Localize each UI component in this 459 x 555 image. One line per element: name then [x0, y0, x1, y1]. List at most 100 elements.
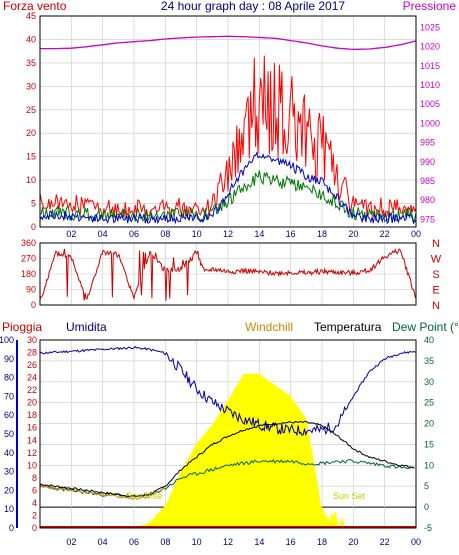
sunset-label: Sun Set — [333, 491, 366, 501]
rain-tick-label: 24 — [27, 373, 37, 383]
rain-tick-label: 0 — [32, 523, 37, 533]
solar-radiation-area — [134, 373, 354, 528]
humidity-tick-label: 50 — [4, 429, 14, 439]
temperature-tick-label: 0 — [424, 502, 429, 512]
compass-label: N — [432, 238, 440, 250]
wind-tick-label: 25 — [26, 105, 36, 115]
temperature-tick-label: 30 — [424, 377, 434, 387]
direction-tick-label: 360 — [21, 238, 36, 248]
time-tick-label: 22 — [380, 537, 390, 547]
wind-tick-label: 30 — [26, 81, 36, 91]
pressure-label: Pressione — [403, 0, 457, 13]
time-tick-label: 10 — [192, 229, 202, 239]
time-tick-label: 20 — [348, 537, 358, 547]
panel-frame — [39, 15, 417, 228]
rain-tick-label: 18 — [27, 410, 37, 420]
time-tick-label: 08 — [160, 229, 170, 239]
wind-label: Forza vento — [3, 0, 67, 13]
windchill-label: Windchill — [245, 320, 293, 334]
compass-label: E — [432, 285, 439, 297]
time-tick-label: 04 — [98, 537, 108, 547]
direction-tick-label: 270 — [21, 254, 36, 264]
time-tick-label: 12 — [223, 229, 233, 239]
humidity-tick-label: 100 — [0, 335, 14, 345]
wind-tick-label: 45 — [26, 11, 36, 21]
humidity-tick-label: 80 — [4, 373, 14, 383]
humidity-tick-label: 0 — [9, 523, 14, 533]
wind-tick-label: 10 — [26, 175, 36, 185]
compass-label: N — [432, 300, 440, 312]
wind-tick-label: 40 — [26, 34, 36, 44]
time-tick-label: 16 — [286, 537, 296, 547]
rain-tick-label: 8 — [32, 473, 37, 483]
direction-tick-label: 90 — [26, 285, 36, 295]
rain-tick-label: 10 — [27, 460, 37, 470]
time-tick-label: 04 — [98, 229, 108, 239]
rain-tick-label: 30 — [27, 335, 37, 345]
humidity-tick-label: 20 — [4, 485, 14, 495]
temperature-tick-label: 5 — [424, 481, 429, 491]
rain-label: Pioggia — [2, 320, 42, 334]
temperature-line — [40, 420, 415, 498]
pressure-tick-label: 1010 — [420, 80, 440, 90]
humidity-tick-label: 10 — [4, 504, 14, 514]
temperature-label: Temperatura — [314, 320, 382, 334]
rain-tick-label: 2 — [32, 510, 37, 520]
humidity-tick-label: 40 — [4, 448, 14, 458]
rain-tick-label: 26 — [27, 360, 37, 370]
pressure-line — [40, 35, 417, 51]
rain-tick-label: 16 — [27, 423, 37, 433]
time-tick-label: 02 — [66, 229, 76, 239]
time-tick-label: 14 — [254, 229, 264, 239]
time-tick-label: 16 — [286, 229, 296, 239]
time-tick-label: 14 — [254, 537, 264, 547]
pressure-tick-label: 1005 — [420, 99, 440, 109]
humidity-tick-label: 30 — [4, 467, 14, 477]
time-tick-label: 10 — [192, 537, 202, 547]
pressure-tick-label: 1000 — [420, 118, 440, 128]
dewpoint-label: Dew Point (°C — [392, 320, 459, 334]
sunrise-label: Sun Rise — [126, 491, 163, 501]
rain-tick-label: 22 — [27, 385, 37, 395]
pressure-tick-label: 1025 — [420, 23, 440, 33]
pressure-tick-label: 995 — [420, 138, 435, 148]
pressure-tick-label: 975 — [420, 214, 435, 224]
humidity-label: Umidita — [66, 320, 107, 334]
temperature-tick-label: 20 — [424, 419, 434, 429]
pressure-tick-label: 1020 — [420, 42, 440, 52]
pressure-tick-label: 990 — [420, 157, 435, 167]
time-tick-label: 22 — [380, 229, 390, 239]
windchill-line — [39, 484, 166, 501]
wind-tick-label: 35 — [26, 58, 36, 68]
direction-tick-label: 0 — [31, 300, 36, 310]
time-tick-label: 00 — [411, 229, 421, 239]
rain-tick-label: 12 — [27, 448, 37, 458]
time-tick-label: 20 — [348, 229, 358, 239]
pressure-tick-label: 980 — [420, 195, 435, 205]
temperature-tick-label: -5 — [424, 523, 432, 533]
time-tick-label: 06 — [129, 537, 139, 547]
dewpoint-line — [39, 458, 415, 498]
time-tick-label: 12 — [223, 537, 233, 547]
panel-frame — [39, 339, 417, 529]
rain-tick-label: 20 — [27, 398, 37, 408]
humidity-tick-label: 90 — [4, 354, 14, 364]
humidity-line — [39, 345, 417, 437]
time-tick-label: 00 — [411, 537, 421, 547]
compass-label: W — [431, 254, 442, 266]
rain-tick-label: 14 — [27, 435, 37, 445]
temperature-tick-label: 10 — [424, 460, 434, 470]
time-tick-label: 18 — [317, 537, 327, 547]
chart-title: 24 hour graph day : 08 Aprile 2017 — [161, 0, 345, 13]
rain-tick-label: 4 — [32, 498, 37, 508]
time-tick-label: 08 — [160, 537, 170, 547]
wind-tick-label: 15 — [26, 152, 36, 162]
time-tick-label: 18 — [317, 229, 327, 239]
compass-label: S — [432, 269, 439, 281]
wind-tick-label: 20 — [26, 128, 36, 138]
humidity-tick-label: 70 — [4, 391, 14, 401]
temperature-tick-label: 35 — [424, 356, 434, 366]
temperature-tick-label: 25 — [424, 398, 434, 408]
